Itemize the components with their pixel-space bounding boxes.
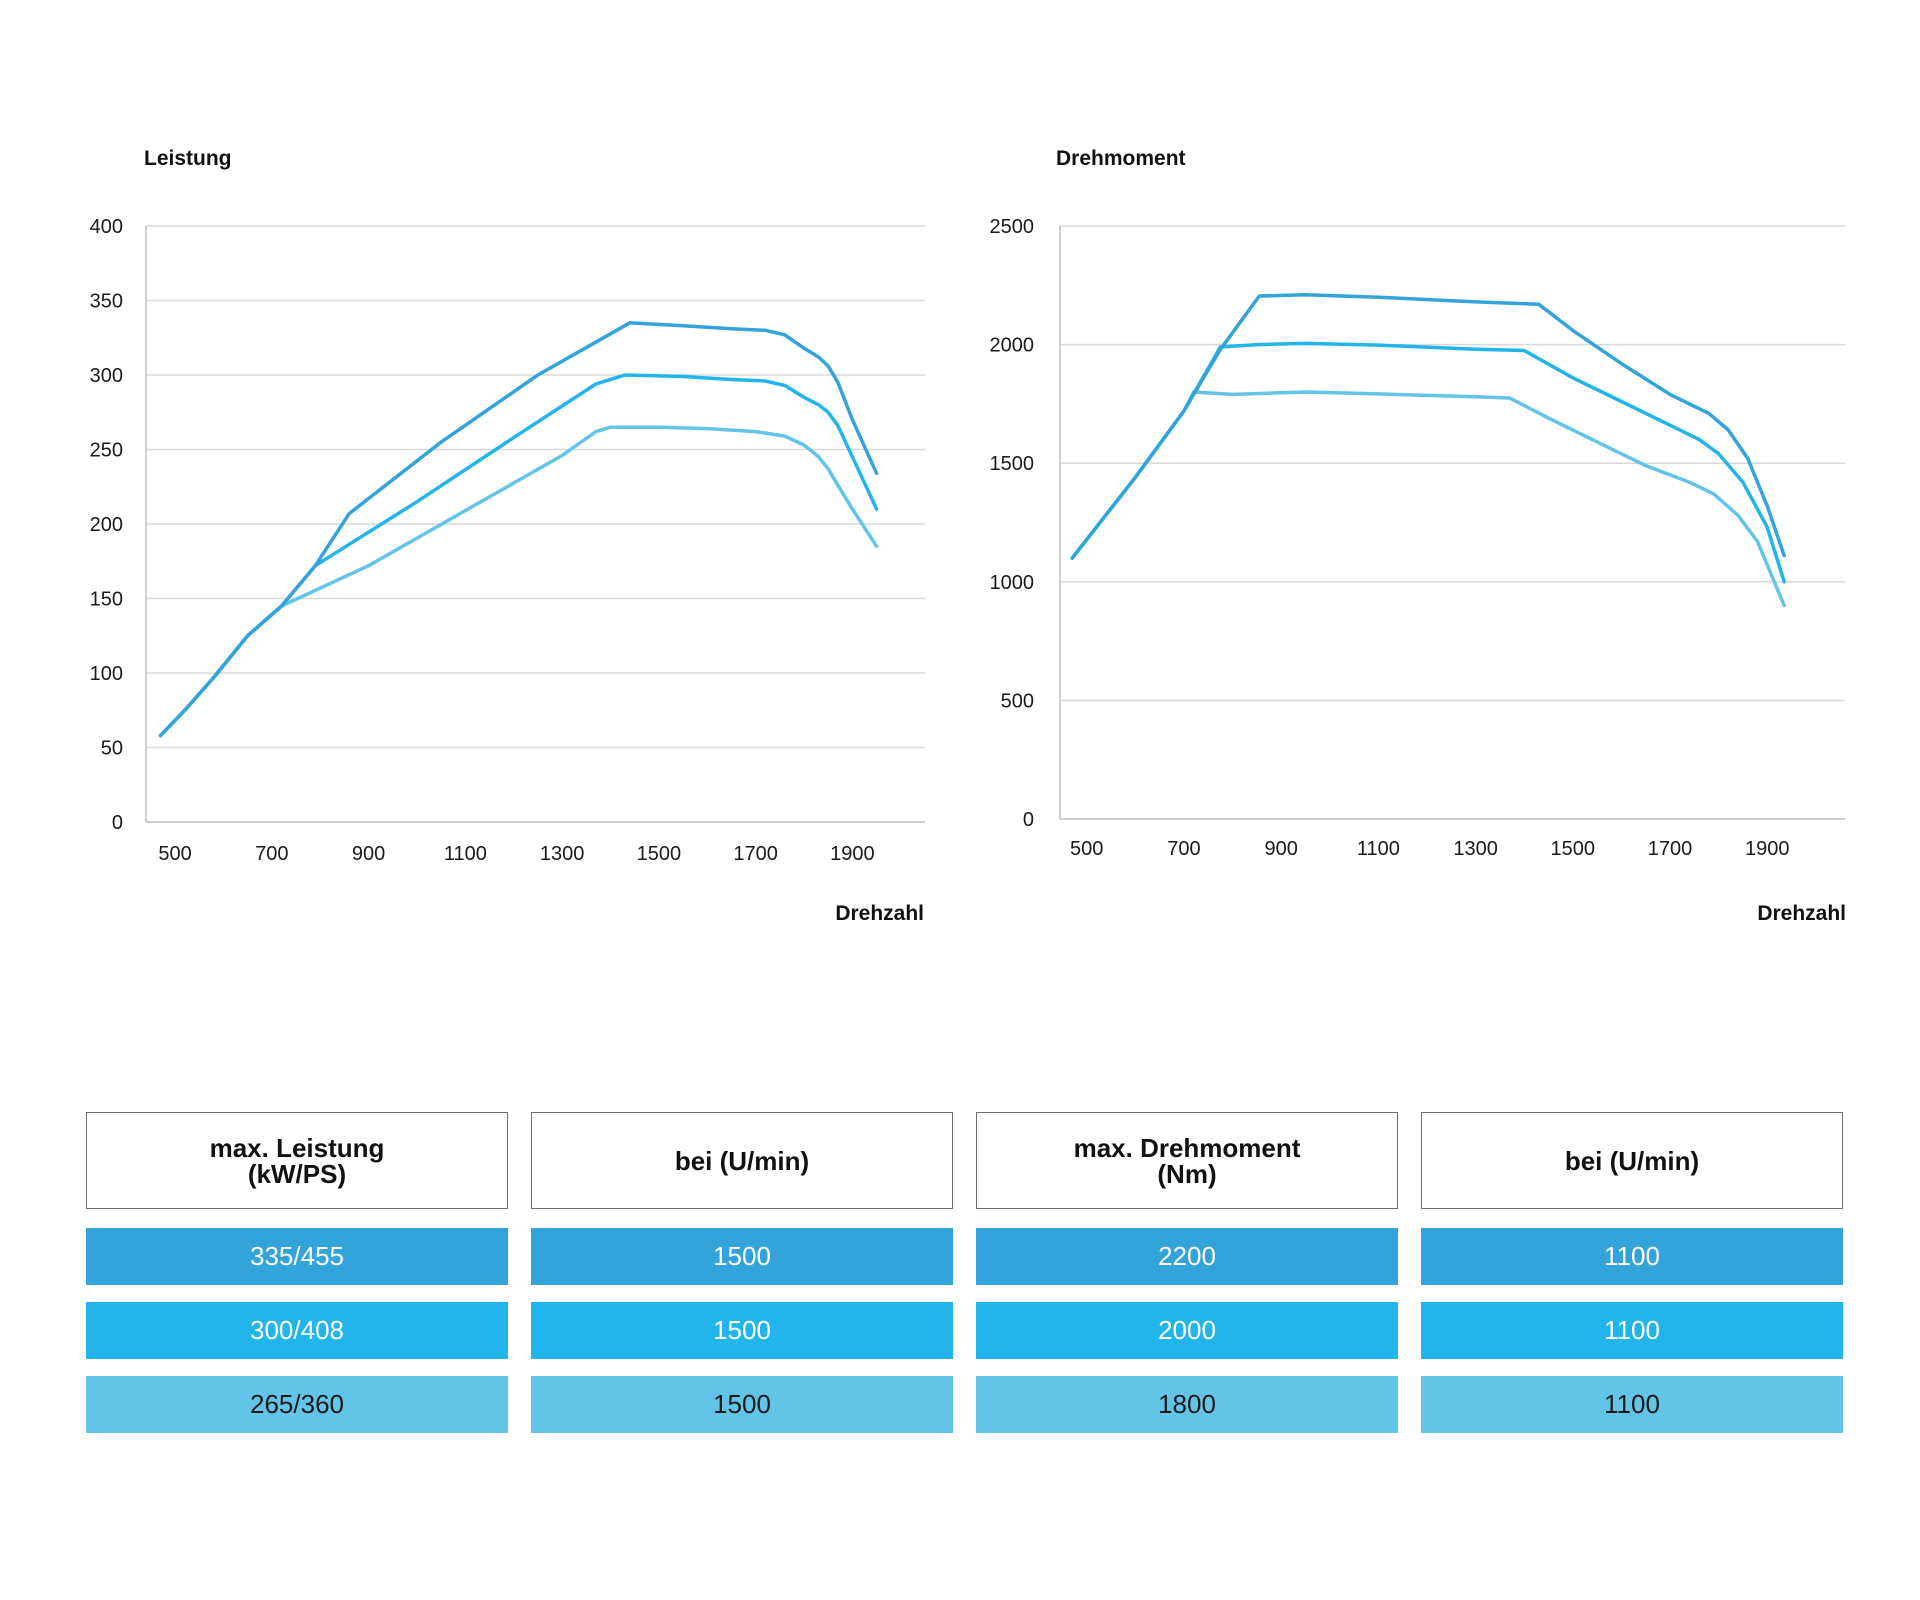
torque-y-tick-label: 0 bbox=[1023, 809, 1034, 831]
torque-chart-title: Drehmoment bbox=[1056, 147, 1186, 170]
power-y-tick-label: 0 bbox=[112, 812, 123, 834]
torque-x-tick-label: 1500 bbox=[1551, 838, 1596, 860]
torque-y-tick-label: 2000 bbox=[990, 335, 1035, 357]
table-header-label: bei (U/min) bbox=[674, 1145, 810, 1176]
table-header-cell: bei (U/min) bbox=[1421, 1112, 1843, 1209]
power-chart: 0 50 100 150 200 250 300 350 400 500 700 900 1100 130… bbox=[90, 147, 925, 925]
table-header-cell: max. Leistung (kW/PS) bbox=[86, 1112, 508, 1209]
power-x-tick-label: 1700 bbox=[733, 843, 778, 865]
power-x-tick-label: 1900 bbox=[830, 843, 875, 865]
power-x-tick-label: 1300 bbox=[540, 843, 585, 865]
table-data-cell: 1800 bbox=[976, 1376, 1398, 1433]
power-x-tick-label: 500 bbox=[158, 843, 191, 865]
table-data-cell: 2000 bbox=[976, 1302, 1398, 1359]
power-x-tick-label: 900 bbox=[352, 843, 385, 865]
power-series-1-line bbox=[158, 321, 879, 738]
torque-series-1-line bbox=[1070, 293, 1786, 560]
table-header-cell: max. Drehmoment (Nm) bbox=[976, 1112, 1398, 1209]
torque-series-3-line bbox=[1070, 390, 1786, 608]
table-data-cell: 300/408 bbox=[86, 1302, 508, 1359]
power-y-tick-label: 400 bbox=[90, 216, 123, 238]
table-data-cell: 1100 bbox=[1421, 1302, 1843, 1359]
torque-x-tick-label: 1700 bbox=[1648, 838, 1693, 860]
power-y-tick-label: 250 bbox=[90, 440, 123, 462]
table-header-unit: (Nm) bbox=[1157, 1158, 1217, 1189]
power-y-tick-label: 150 bbox=[90, 589, 123, 611]
torque-x-tick-label: 700 bbox=[1167, 838, 1200, 860]
table-data-cell: 2200 bbox=[976, 1228, 1398, 1285]
torque-x-tick-label: 900 bbox=[1264, 838, 1297, 860]
torque-x-axis-title: Drehzahl bbox=[1757, 902, 1846, 925]
power-chart-title: Leistung bbox=[144, 147, 232, 170]
torque-y-tick-label: 2500 bbox=[990, 216, 1035, 238]
table-data-cell: 1500 bbox=[531, 1302, 953, 1359]
power-x-axis-title: Drehzahl bbox=[835, 902, 924, 925]
table-data-cell: 1100 bbox=[1421, 1228, 1843, 1285]
table-header-cell: bei (U/min) bbox=[531, 1112, 953, 1209]
torque-x-tick-label: 1300 bbox=[1453, 838, 1498, 860]
table-data-cell: 1500 bbox=[531, 1228, 953, 1285]
power-series-3-line bbox=[158, 425, 879, 738]
torque-chart: 0 500 1000 1500 2000 2500 500 700 900 1100 1300 150… bbox=[990, 147, 1847, 925]
power-y-tick-label: 200 bbox=[90, 514, 123, 536]
power-y-tick-label: 50 bbox=[101, 738, 123, 760]
table-data-cell: 1500 bbox=[531, 1376, 953, 1433]
table-data-cell: 1100 bbox=[1421, 1376, 1843, 1433]
torque-y-tick-label: 500 bbox=[1001, 690, 1034, 712]
table-header-label: bei (U/min) bbox=[1564, 1145, 1700, 1176]
power-y-tick-label: 350 bbox=[90, 291, 123, 313]
power-y-tick-label: 100 bbox=[90, 663, 123, 685]
table-header-unit: (kW/PS) bbox=[247, 1158, 347, 1189]
table-data-cell: 265/360 bbox=[86, 1376, 508, 1433]
table-header-label: max. Leistung bbox=[209, 1132, 385, 1163]
torque-x-tick-label: 1100 bbox=[1357, 838, 1400, 860]
table-header-label: max. Drehmoment bbox=[1073, 1132, 1301, 1163]
power-series-2-line bbox=[158, 373, 879, 738]
torque-x-tick-label: 1900 bbox=[1745, 838, 1790, 860]
power-y-tick-label: 300 bbox=[90, 365, 123, 387]
power-x-tick-label: 1500 bbox=[637, 843, 682, 865]
power-x-tick-label: 700 bbox=[255, 843, 288, 865]
torque-y-tick-label: 1000 bbox=[990, 572, 1035, 594]
torque-y-tick-label: 1500 bbox=[990, 453, 1035, 475]
power-x-tick-label: 1100 bbox=[444, 843, 487, 865]
torque-x-tick-label: 500 bbox=[1070, 838, 1103, 860]
table-data-cell: 335/455 bbox=[86, 1228, 508, 1285]
